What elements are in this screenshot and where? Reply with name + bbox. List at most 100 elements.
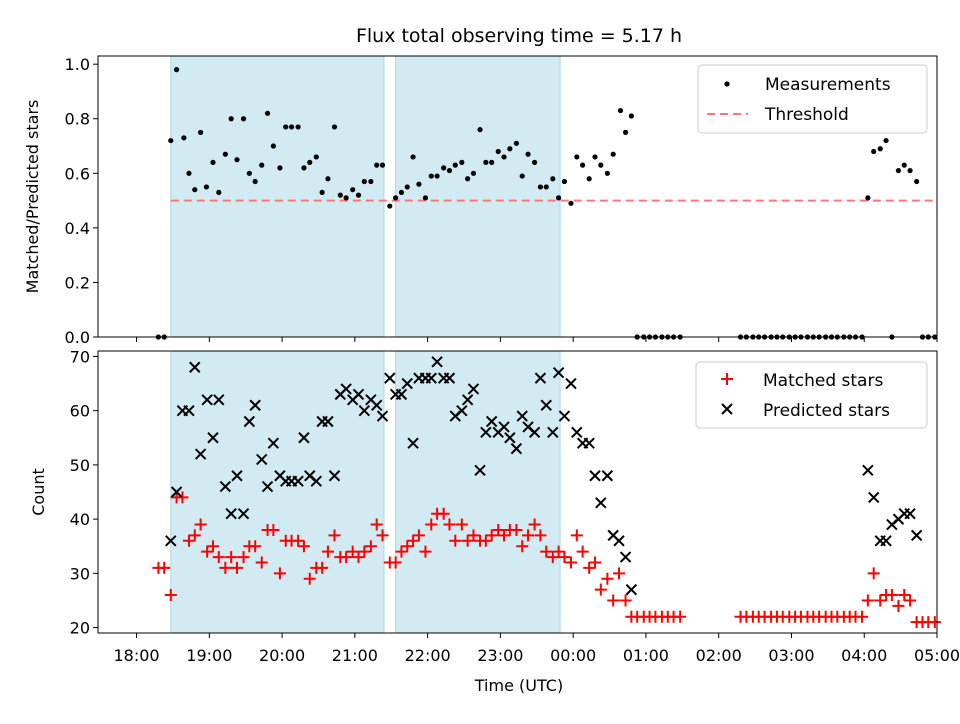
matched-star-point [861,594,874,607]
matched-star-point [540,545,553,558]
measurement-point [610,151,616,157]
measurement-point [240,116,247,122]
predicted-star-point [401,377,413,390]
y-tick-label: 0.8 [65,110,90,129]
matched-star-point [594,583,607,596]
predicted-star-point [613,535,625,547]
measurement-point [561,178,568,185]
top-legend-box [697,64,928,134]
measurement-point [592,154,598,160]
matched-star-point [874,594,887,607]
measurement-point [428,173,434,179]
matched-star-point [237,551,250,564]
measurement-point [410,154,416,160]
measurement-point [355,192,362,198]
measurement-point [477,127,483,133]
predicted-star-point [547,426,559,439]
matched-star-point [292,534,305,547]
matched-star-point [510,523,523,536]
measurement-point [422,195,429,201]
predicted-star-point [243,415,256,428]
y-tick-label: 0.2 [65,273,90,292]
matched-star-point [158,561,171,574]
matched-star-point [443,518,456,531]
measurement-point [234,157,240,163]
matched-star-point [583,561,596,574]
matched-star-point [522,529,535,542]
predicted-star-point [207,432,219,444]
measurement-point [368,178,374,185]
matched-star-point [552,545,565,558]
top-axis-ticks: 0.0 0.2 0.4 0.6 0.8 1.0 [65,55,98,347]
predicted-star-point [340,383,352,395]
measurement-point [228,116,234,122]
measurement-point [393,195,399,201]
predicted-star-point [194,448,207,460]
matched-star-point [212,551,225,564]
chart-title: Flux total observing time = 5.17 h [356,25,682,47]
predicted-star-point [456,404,468,417]
predicted-star-point [583,437,595,449]
matched-star-point [273,567,286,580]
measurement-point [877,146,883,152]
x-tick-label: 00:00 [550,646,596,665]
predicted-star-point [267,437,280,449]
measurement-point [210,159,216,165]
measurement-point [470,170,477,176]
matched-star-point [570,529,583,542]
predicted-star-point [467,383,480,395]
matched-star-point [297,540,310,553]
measurement-point [192,187,198,193]
predicted-star-point [595,497,607,509]
measurement-point [519,173,525,179]
shaded-interval [170,55,385,338]
measurement-point [483,159,489,165]
predicted-star-point [480,426,492,439]
predicted-star-point [474,464,486,477]
matched-star-point [376,529,389,542]
y-tick-label: 40 [70,510,90,529]
matched-star-point [303,572,316,585]
legend-predicted-marker [721,403,733,415]
predicted-star-point [504,432,516,444]
x-tick-label: 22:00 [405,646,451,665]
predicted-star-point [867,491,880,504]
matched-star-point [607,594,620,607]
matched-star-point [412,529,425,542]
measurement-point [434,173,440,179]
measurement-point [465,176,471,182]
measurement-point [459,159,465,165]
measurement-point [617,107,624,114]
bottom-legend-box [695,361,928,429]
matched-star-point [249,540,262,553]
matched-star-point [898,589,911,602]
bottom-axis-ticks: 20 30 40 50 60 70 [70,347,98,638]
matched-star-point [219,561,232,574]
matched-star-point [867,567,880,580]
measurement-point [319,189,325,196]
legend-threshold-label: Threshold [764,105,849,125]
y-tick-label: 0.0 [65,328,90,347]
measurement-point [270,143,276,149]
y-tick-label: 60 [70,402,90,421]
y-tick-label: 20 [70,619,90,638]
matched-star-point [201,545,214,558]
predicted-star-point [322,415,334,428]
matched-star-point [674,610,687,623]
measurement-point [550,176,556,182]
x-tick-label: 20:00 [259,646,305,665]
measurement-point [168,137,174,144]
top-legend: Measurements Threshold [697,64,928,134]
bottom-shaded-intervals [170,350,561,634]
matched-star-point [613,567,626,580]
y-tick-label: 30 [70,564,90,583]
measurement-point [181,135,187,141]
legend-measurement-marker [724,81,730,87]
matched-star-point [619,594,632,607]
matched-star-point [401,540,414,553]
x-axis-ticks: 18:00 19:00 20:00 21:00 22:00 23:00 00:00 01:00… [114,337,960,665]
y-tick-label: 0.6 [65,164,90,183]
measurement-point [398,189,405,196]
matched-star-point [346,545,359,558]
matched-star-point [267,523,280,536]
